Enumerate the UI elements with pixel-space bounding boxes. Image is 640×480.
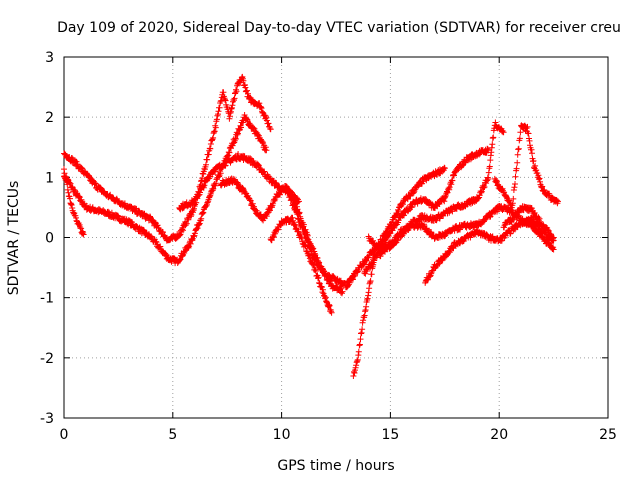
series-track-15 <box>500 203 557 242</box>
point-marks <box>285 188 357 291</box>
series-track-7 <box>285 188 357 291</box>
y-tick-label: -3 <box>40 411 54 427</box>
point-marks <box>361 145 492 277</box>
x-tick-label: 5 <box>168 427 177 443</box>
series-track-6 <box>267 214 335 316</box>
x-tick-label: 10 <box>273 427 291 443</box>
point-marks <box>176 151 302 213</box>
y-tick-label: -2 <box>40 351 54 367</box>
grid-lines <box>64 57 608 418</box>
y-axis-label: SDTVAR / TECUs <box>6 181 22 296</box>
series-track-10 <box>361 145 492 277</box>
series-track-14 <box>491 122 561 211</box>
tick-labels: 0 5 10 15 20 25 -3 -2 -1 0 1 2 3 <box>40 50 617 443</box>
x-tick-label: 25 <box>599 427 617 443</box>
series-track-2 <box>61 166 87 238</box>
point-marks <box>491 122 561 211</box>
x-tick-label: 20 <box>490 427 508 443</box>
y-tick-label: -1 <box>40 291 54 307</box>
point-marks <box>61 166 87 238</box>
series-track-13 <box>422 214 557 286</box>
x-axis-label: GPS time / hours <box>277 458 394 474</box>
point-marks <box>267 214 335 316</box>
data-points <box>61 73 561 379</box>
point-marks <box>500 203 557 242</box>
y-tick-label: 3 <box>45 50 54 66</box>
y-tick-label: 0 <box>45 231 54 247</box>
point-marks <box>422 214 557 286</box>
chart-title: Day 109 of 2020, Sidereal Day-to-day VTE… <box>57 20 621 36</box>
series-track-4 <box>176 151 302 213</box>
point-marks <box>61 73 274 244</box>
x-tick-label: 15 <box>381 427 399 443</box>
axis-ticks <box>63 56 609 419</box>
x-tick-label: 0 <box>60 427 69 443</box>
series-track-3 <box>61 73 274 244</box>
y-tick-label: 1 <box>45 170 54 186</box>
y-tick-label: 2 <box>45 110 54 126</box>
